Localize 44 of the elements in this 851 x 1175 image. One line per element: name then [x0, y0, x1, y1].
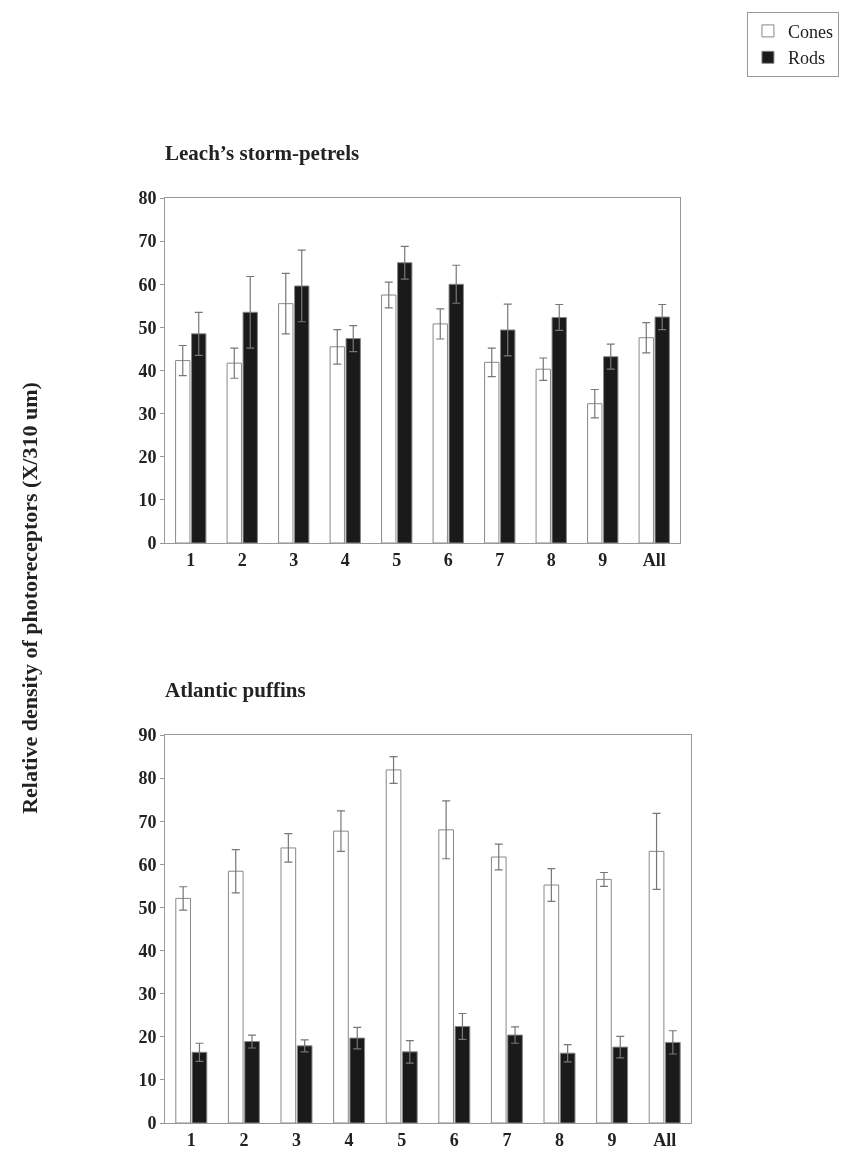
x-tick-label: 1 [186, 1129, 196, 1150]
x-tick-label: 6 [443, 549, 453, 570]
y-axis-title: Relative density of photoreceptors (X/310 um) [17, 381, 43, 816]
y-tick-label: 70 [138, 231, 157, 252]
chart-title: Atlantic puffins [165, 678, 306, 702]
y-tick-label: 80 [138, 768, 157, 789]
x-tick-label: 5 [392, 549, 402, 570]
x-tick-label: 3 [289, 549, 299, 570]
y-tick-label: 60 [138, 854, 157, 875]
legend-label: Rods [787, 48, 825, 69]
y-tick-label: 20 [138, 447, 157, 468]
y-tick-label: 40 [138, 940, 157, 961]
x-tick-label: 9 [598, 549, 608, 570]
x-tick-label: 1 [186, 549, 196, 570]
x-tick-label: 8 [546, 549, 556, 570]
x-tick-label: 6 [449, 1129, 459, 1150]
x-tick-label: 7 [502, 1129, 512, 1150]
y-tick-label: 30 [138, 983, 157, 1004]
x-tick-label: 4 [340, 549, 350, 570]
y-tick-label: 0 [147, 533, 157, 554]
x-tick-label: 2 [239, 1129, 249, 1150]
y-tick-label: 60 [138, 274, 157, 295]
x-tick-label: 3 [292, 1129, 301, 1150]
y-tick-label: 90 [138, 725, 157, 746]
y-tick-label: 50 [138, 317, 157, 338]
y-tick-label: 50 [138, 897, 157, 918]
y-tick-label: 40 [138, 360, 157, 381]
x-tick-label: 2 [237, 549, 247, 570]
x-tick-label: 7 [495, 549, 505, 570]
x-tick-label: 5 [397, 1129, 407, 1150]
x-tick-label: All [642, 549, 666, 570]
x-tick-label: 8 [555, 1129, 564, 1150]
chart-title: Leach’s storm-petrels [165, 141, 360, 165]
x-tick-label: All [653, 1129, 677, 1150]
y-tick-label: 80 [138, 188, 157, 209]
y-tick-label: 0 [147, 1113, 157, 1134]
x-tick-label: 9 [607, 1129, 617, 1150]
x-tick-label: 4 [344, 1129, 354, 1150]
y-tick-label: 10 [138, 1070, 157, 1091]
y-tick-label: 70 [138, 811, 157, 832]
y-tick-label: 20 [138, 1027, 157, 1048]
legend-label: Cones [787, 21, 833, 42]
y-tick-label: 10 [138, 490, 157, 511]
y-tick-label: 30 [138, 403, 157, 424]
